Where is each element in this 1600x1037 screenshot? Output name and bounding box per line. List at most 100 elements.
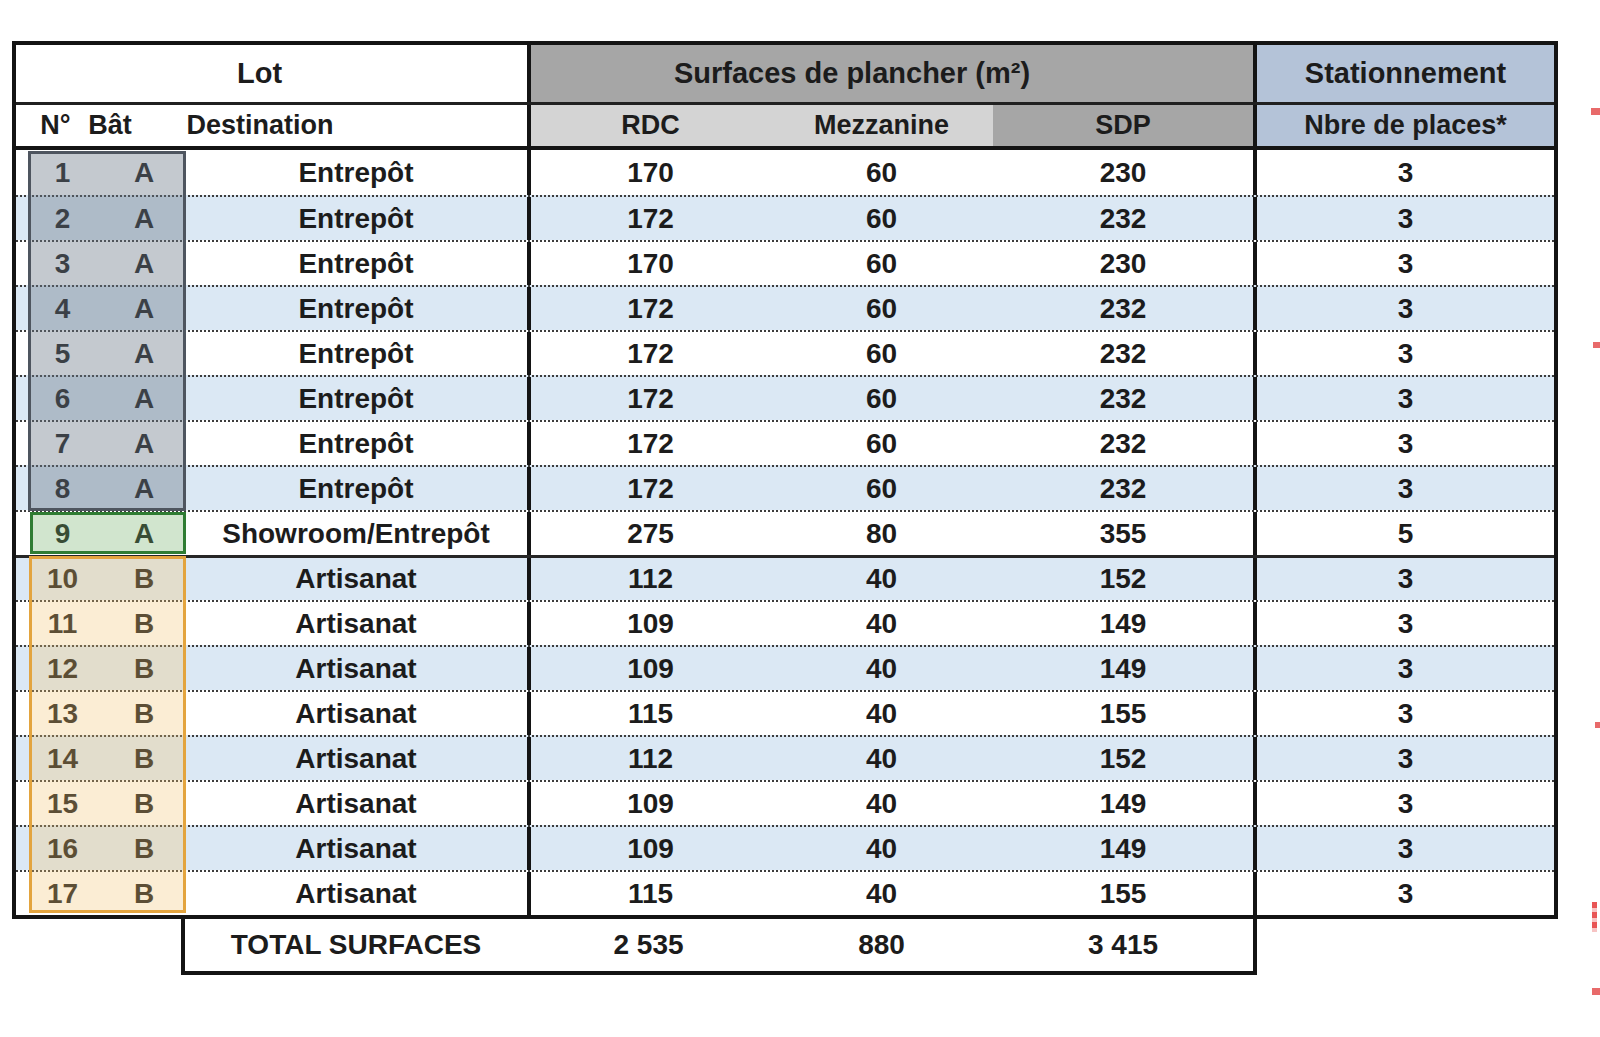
header-lot-columns: N° Bât Destination <box>16 105 527 146</box>
cell-mezzanine: 60 <box>770 197 993 240</box>
cell-rdc: 115 <box>527 872 770 915</box>
cell-rdc: 109 <box>527 782 770 825</box>
table-row: 8 A Entrepôt 172 60 232 3 <box>16 465 1554 510</box>
table-row: 13 B Artisanat 115 40 155 3 <box>16 690 1554 735</box>
cell-places: 3 <box>1253 558 1554 600</box>
column-header-places: Nbre de places* <box>1253 105 1554 146</box>
cell-places: 3 <box>1253 602 1554 645</box>
table-row: 7 A Entrepôt 172 60 232 3 <box>16 420 1554 465</box>
cell-destination: Entrepôt <box>185 422 527 465</box>
group-box-lot-9 <box>30 512 186 554</box>
table-row: 17 B Artisanat 115 40 155 3 <box>16 870 1554 915</box>
cell-places: 3 <box>1253 332 1554 375</box>
table-row: 1 A Entrepôt 170 60 230 3 <box>16 150 1554 195</box>
cell-destination: Showroom/Entrepôt <box>185 512 527 555</box>
cell-rdc: 172 <box>527 422 770 465</box>
cell-rdc: 172 <box>527 377 770 420</box>
cell-places: 3 <box>1253 242 1554 285</box>
table-header-columns: N° Bât Destination RDC Mezzanine SDP Nbr… <box>16 105 1554 150</box>
totals-label: TOTAL SURFACES <box>185 919 527 971</box>
red-annotation-mark <box>1591 108 1600 115</box>
cell-sdp: 149 <box>993 602 1253 645</box>
cell-rdc: 172 <box>527 467 770 510</box>
cell-places: 3 <box>1253 377 1554 420</box>
cell-rdc: 112 <box>527 737 770 780</box>
cell-places: 3 <box>1253 737 1554 780</box>
red-annotation-mark <box>1593 342 1600 348</box>
cell-destination: Artisanat <box>185 872 527 915</box>
cell-places: 3 <box>1253 692 1554 735</box>
cell-mezzanine: 40 <box>770 737 993 780</box>
totals-rdc-value: 2 535 <box>527 919 770 971</box>
cell-sdp: 355 <box>993 512 1253 555</box>
table-row: 16 B Artisanat 109 40 149 3 <box>16 825 1554 870</box>
cell-rdc: 112 <box>527 558 770 600</box>
cell-rdc: 172 <box>527 197 770 240</box>
cell-destination: Entrepôt <box>185 150 527 195</box>
cell-destination: Artisanat <box>185 692 527 735</box>
cell-mezzanine: 60 <box>770 242 993 285</box>
cell-mezzanine: 60 <box>770 150 993 195</box>
table-row: 10 B Artisanat 112 40 152 3 <box>16 555 1554 600</box>
cell-places: 3 <box>1253 197 1554 240</box>
cell-destination: Entrepôt <box>185 467 527 510</box>
cell-mezzanine: 40 <box>770 558 993 600</box>
table-row: 11 B Artisanat 109 40 149 3 <box>16 600 1554 645</box>
column-header-sdp: SDP <box>993 105 1253 146</box>
cell-sdp: 232 <box>993 377 1253 420</box>
cell-rdc: 109 <box>527 602 770 645</box>
cell-places: 3 <box>1253 467 1554 510</box>
table-row: 2 A Entrepôt 172 60 232 3 <box>16 195 1554 240</box>
cell-sdp: 232 <box>993 422 1253 465</box>
cell-mezzanine: 60 <box>770 467 993 510</box>
table-body: 1 A Entrepôt 170 60 230 3 2 A Entrepôt 1… <box>16 150 1554 915</box>
column-header-rdc: RDC <box>527 105 770 146</box>
cell-mezzanine: 60 <box>770 332 993 375</box>
cell-sdp: 149 <box>993 782 1253 825</box>
document-page: Lot Surfaces de plancher (m²) Stationnem… <box>0 0 1600 1037</box>
cell-sdp: 149 <box>993 827 1253 870</box>
cell-places: 5 <box>1253 512 1554 555</box>
cell-mezzanine: 40 <box>770 647 993 690</box>
header-surfaces-group: Surfaces de plancher (m²) <box>527 45 1253 102</box>
cell-destination: Entrepôt <box>185 287 527 330</box>
cell-places: 3 <box>1253 782 1554 825</box>
cell-rdc: 170 <box>527 242 770 285</box>
cell-mezzanine: 40 <box>770 872 993 915</box>
cell-rdc: 172 <box>527 287 770 330</box>
cell-places: 3 <box>1253 150 1554 195</box>
cell-destination: Artisanat <box>185 827 527 870</box>
cell-mezzanine: 40 <box>770 602 993 645</box>
column-header-destination: Destination <box>150 105 370 146</box>
cell-sdp: 232 <box>993 287 1253 330</box>
cell-places: 3 <box>1253 287 1554 330</box>
totals-mezzanine-value: 880 <box>770 919 993 971</box>
table-header-groups: Lot Surfaces de plancher (m²) Stationnem… <box>16 45 1554 105</box>
table-row: 15 B Artisanat 109 40 149 3 <box>16 780 1554 825</box>
totals-sdp-value: 3 415 <box>993 919 1253 971</box>
table-row: 6 A Entrepôt 172 60 232 3 <box>16 375 1554 420</box>
cell-sdp: 230 <box>993 242 1253 285</box>
cell-mezzanine: 80 <box>770 512 993 555</box>
cell-sdp: 155 <box>993 692 1253 735</box>
header-lot-label: Lot <box>237 57 282 90</box>
cell-mezzanine: 60 <box>770 287 993 330</box>
cell-sdp: 232 <box>993 332 1253 375</box>
cell-destination: Entrepôt <box>185 332 527 375</box>
header-surfaces-label: Surfaces de plancher (m²) <box>674 57 1030 90</box>
cell-rdc: 275 <box>527 512 770 555</box>
cell-mezzanine: 60 <box>770 422 993 465</box>
column-header-bat: Bât <box>80 105 140 146</box>
table-row: 14 B Artisanat 112 40 152 3 <box>16 735 1554 780</box>
cell-rdc: 109 <box>527 827 770 870</box>
red-annotation-mark <box>1592 902 1597 932</box>
cell-mezzanine: 40 <box>770 827 993 870</box>
table-row: 9 A Showroom/Entrepôt 275 80 355 5 <box>16 510 1554 555</box>
table-row: 4 A Entrepôt 172 60 232 3 <box>16 285 1554 330</box>
cell-mezzanine: 40 <box>770 782 993 825</box>
cell-sdp: 232 <box>993 197 1253 240</box>
cell-destination: Entrepôt <box>185 197 527 240</box>
cell-rdc: 115 <box>527 692 770 735</box>
cell-sdp: 152 <box>993 737 1253 780</box>
red-annotation-mark <box>1595 722 1600 728</box>
